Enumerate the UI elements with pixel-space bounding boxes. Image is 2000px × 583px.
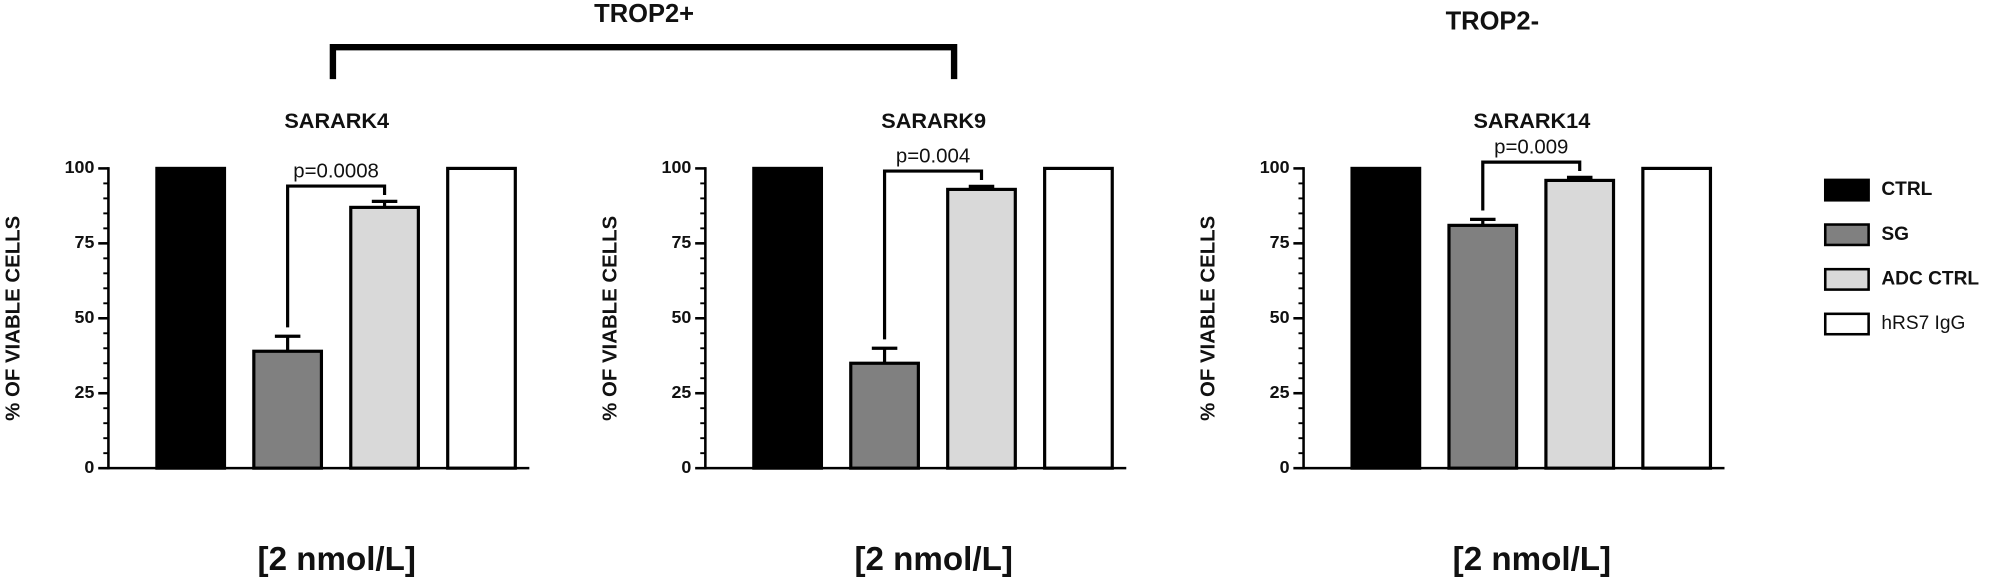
bar bbox=[752, 166, 824, 470]
legend-label: hRS7 IgG bbox=[1881, 313, 1965, 334]
chart-title: SARARK14 bbox=[1473, 108, 1590, 133]
y-tick-label: 50 bbox=[1270, 307, 1290, 327]
bar bbox=[1350, 166, 1422, 470]
legend-label: ADC CTRL bbox=[1881, 268, 1979, 289]
legend-label: SG bbox=[1881, 224, 1909, 245]
bar bbox=[1544, 178, 1616, 470]
legend-label: CTRL bbox=[1881, 179, 1932, 200]
error-bar bbox=[1470, 217, 1496, 226]
y-tick-label: 25 bbox=[671, 382, 691, 402]
error-bar bbox=[1566, 175, 1593, 181]
bar bbox=[849, 361, 920, 470]
bar bbox=[1641, 166, 1713, 470]
p-value: p=0.004 bbox=[896, 145, 970, 167]
y-tick-label: 50 bbox=[671, 307, 691, 327]
error-bar bbox=[968, 184, 995, 190]
bar bbox=[349, 205, 420, 470]
legend-swatch bbox=[1823, 312, 1870, 336]
significance-bracket bbox=[286, 184, 387, 328]
group-label: TROP2- bbox=[1446, 8, 1540, 36]
legend-swatch bbox=[1823, 267, 1870, 291]
y-axis-label: % OF VIABLE CELLS bbox=[2, 216, 24, 421]
y-tick-label: 25 bbox=[75, 382, 95, 402]
y-axis-label: % OF VIABLE CELLS bbox=[599, 216, 621, 421]
y-tick-label: 0 bbox=[1280, 457, 1290, 477]
chart-title: SARARK4 bbox=[284, 108, 389, 133]
bar bbox=[946, 187, 1017, 470]
bar bbox=[446, 166, 517, 470]
x-axis-label: [2 nmol/L] bbox=[854, 541, 1012, 578]
y-tick-label: 100 bbox=[65, 157, 95, 177]
y-tick-label: 50 bbox=[75, 307, 95, 327]
error-bar bbox=[274, 334, 301, 352]
bar bbox=[1447, 223, 1519, 470]
p-value: p=0.009 bbox=[1494, 136, 1568, 158]
chart-title: SARARK9 bbox=[881, 108, 986, 133]
y-tick-label: 100 bbox=[1260, 157, 1290, 177]
y-tick-label: 100 bbox=[662, 157, 692, 177]
bar bbox=[1043, 166, 1114, 470]
y-tick-label: 0 bbox=[681, 457, 691, 477]
p-value: p=0.0008 bbox=[293, 160, 379, 182]
y-tick-label: 25 bbox=[1270, 382, 1290, 402]
y-tick-label: 75 bbox=[1270, 232, 1290, 252]
bar bbox=[252, 349, 324, 470]
y-tick-label: 75 bbox=[75, 232, 95, 252]
y-tick-label: 75 bbox=[671, 232, 691, 252]
significance-bracket bbox=[882, 169, 984, 340]
x-axis-label: [2 nmol/L] bbox=[1453, 541, 1611, 578]
group-bracket bbox=[329, 44, 958, 80]
error-bar bbox=[371, 199, 398, 208]
y-tick-label: 0 bbox=[84, 457, 94, 477]
legend-swatch bbox=[1823, 178, 1870, 202]
error-bar bbox=[871, 346, 898, 364]
y-axis-label: % OF VIABLE CELLS bbox=[1198, 216, 1220, 421]
x-axis-label: [2 nmol/L] bbox=[258, 541, 416, 578]
significance-bracket bbox=[1481, 160, 1582, 211]
legend-swatch bbox=[1823, 223, 1870, 247]
group-label: TROP2+ bbox=[594, 0, 694, 28]
bar bbox=[155, 166, 227, 470]
